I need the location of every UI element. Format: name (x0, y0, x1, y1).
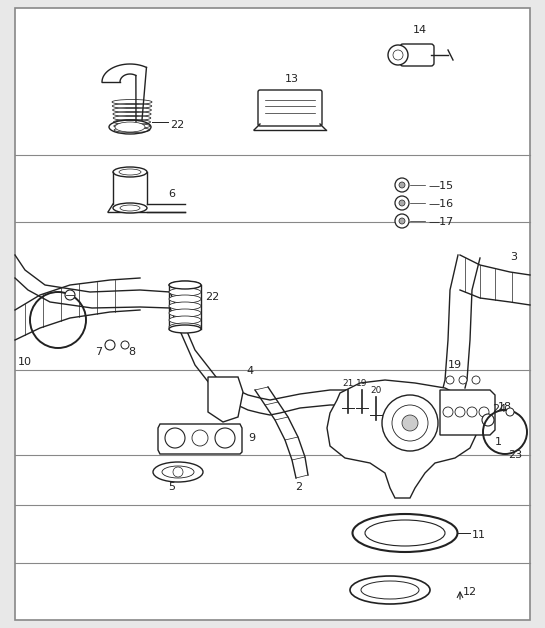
Circle shape (399, 200, 405, 206)
Text: 1: 1 (495, 437, 502, 447)
Ellipse shape (169, 316, 201, 324)
Circle shape (395, 214, 409, 228)
Circle shape (399, 218, 405, 224)
Text: —15: —15 (428, 181, 453, 191)
Text: 20: 20 (370, 386, 381, 395)
Text: 9: 9 (248, 433, 255, 443)
Circle shape (395, 178, 409, 192)
Ellipse shape (169, 295, 201, 303)
Circle shape (65, 290, 75, 300)
Ellipse shape (169, 323, 201, 331)
Circle shape (395, 196, 409, 210)
Circle shape (482, 414, 494, 426)
Circle shape (105, 340, 115, 350)
Text: 24: 24 (492, 404, 506, 414)
Text: 21: 21 (342, 379, 353, 388)
Text: —16: —16 (428, 199, 453, 209)
Ellipse shape (120, 205, 140, 211)
Text: 14: 14 (413, 25, 427, 35)
Ellipse shape (109, 120, 151, 134)
Ellipse shape (169, 288, 201, 296)
Ellipse shape (162, 466, 194, 478)
Text: 4: 4 (246, 366, 253, 376)
Text: 22: 22 (205, 292, 219, 302)
Text: 5: 5 (168, 482, 175, 492)
Text: 3: 3 (510, 252, 517, 262)
Circle shape (388, 45, 408, 65)
Ellipse shape (113, 167, 147, 177)
Circle shape (393, 50, 403, 60)
Text: 2: 2 (295, 482, 302, 492)
Circle shape (402, 415, 418, 431)
Polygon shape (208, 377, 243, 422)
Polygon shape (327, 380, 477, 498)
Text: 18: 18 (498, 402, 512, 412)
Circle shape (399, 182, 405, 188)
Circle shape (467, 407, 477, 417)
Ellipse shape (119, 169, 141, 175)
Circle shape (215, 428, 235, 448)
Text: 12: 12 (463, 587, 477, 597)
Ellipse shape (169, 309, 201, 317)
Circle shape (479, 407, 489, 417)
Text: 8: 8 (128, 347, 135, 357)
Ellipse shape (361, 581, 419, 599)
FancyBboxPatch shape (400, 44, 434, 66)
Text: 22: 22 (170, 120, 184, 130)
Text: —17: —17 (428, 217, 453, 227)
Text: 19: 19 (356, 379, 367, 388)
Circle shape (192, 430, 208, 446)
Polygon shape (158, 424, 242, 454)
Ellipse shape (169, 325, 201, 333)
Text: 10: 10 (18, 357, 32, 367)
Circle shape (443, 407, 453, 417)
Circle shape (446, 376, 454, 384)
Circle shape (382, 395, 438, 451)
Ellipse shape (169, 281, 201, 289)
Ellipse shape (169, 302, 201, 310)
Circle shape (455, 407, 465, 417)
Circle shape (459, 376, 467, 384)
FancyBboxPatch shape (258, 90, 322, 126)
Ellipse shape (113, 203, 147, 213)
Polygon shape (440, 390, 495, 435)
Circle shape (121, 341, 129, 349)
Circle shape (173, 467, 183, 477)
Circle shape (165, 428, 185, 448)
Text: 7: 7 (95, 347, 102, 357)
Circle shape (506, 408, 514, 416)
Ellipse shape (169, 281, 201, 289)
Ellipse shape (153, 462, 203, 482)
Text: 13: 13 (285, 74, 299, 84)
Text: 6: 6 (168, 189, 175, 199)
Text: 11: 11 (472, 530, 486, 540)
Ellipse shape (115, 122, 145, 132)
Text: 19: 19 (448, 360, 462, 370)
Text: 23: 23 (508, 450, 522, 460)
Circle shape (392, 405, 428, 441)
Ellipse shape (365, 520, 445, 546)
Circle shape (472, 376, 480, 384)
